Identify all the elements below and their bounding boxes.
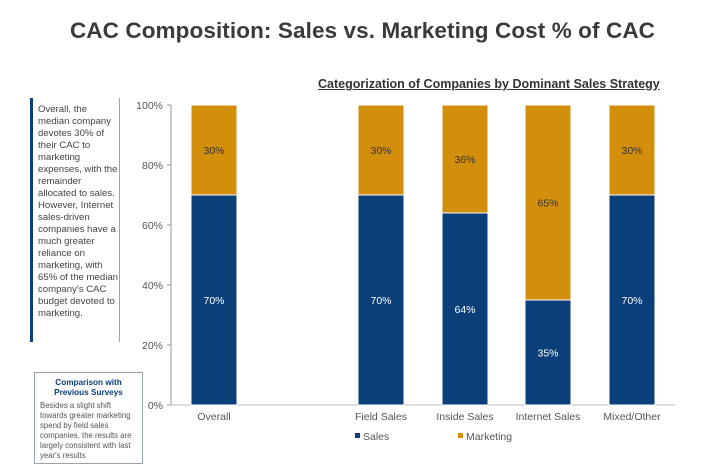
data-label: 35% [537,348,558,360]
legend-label-marketing: Marketing [466,431,512,443]
bar-marketing-overall [190,104,238,196]
y-tick-label: 80% [142,160,163,172]
data-label: 70% [621,295,642,307]
y-tick-label: 100% [136,100,163,112]
x-tick-label: Inside Sales [436,411,493,423]
bar-marketing-internet-sales [524,104,572,301]
legend-label-sales: Sales [363,431,389,443]
comparison-box: Comparison with Previous Surveys Besides… [34,372,143,464]
data-label: 70% [370,295,391,307]
comparison-text: Besides a slight shift towards greater m… [40,401,132,460]
data-label: 30% [370,145,391,157]
legend-swatch-marketing [458,433,463,438]
x-tick-label: Overall [197,411,230,423]
y-tick-label: 60% [142,220,163,232]
y-tick-label: 20% [142,340,163,352]
summary-note: Overall, the median company devotes 30% … [30,98,120,342]
x-tick-label: Field Sales [355,411,407,423]
page-title: CAC Composition: Sales vs. Marketing Cos… [69,18,656,43]
data-label: 64% [454,304,475,316]
chart-subtitle: Categorization of Companies by Dominant … [318,77,660,91]
comparison-title: Comparison with Previous Surveys [54,378,123,397]
y-tick-label: 0% [148,400,163,412]
data-label: 36% [454,154,475,166]
bar-sales-internet-sales [524,299,572,406]
note-accent-bar [30,98,33,342]
data-label: 70% [203,295,224,307]
bar-marketing-field-sales [357,104,405,196]
data-label: 65% [537,198,558,210]
data-label: 30% [203,145,224,157]
x-tick-label: Internet Sales [516,411,581,423]
bar-sales-field-sales [357,194,405,406]
bar-sales-inside-sales [441,212,489,406]
bar-sales-overall [190,194,238,406]
y-tick-label: 40% [142,280,163,292]
data-label: 30% [621,145,642,157]
bar-sales-mixed-other [608,194,656,406]
x-tick-label: Mixed/Other [603,411,661,423]
bar-marketing-mixed-other [608,104,656,196]
summary-note-text: Overall, the median company devotes 30% … [38,104,119,319]
legend-swatch-sales [355,433,360,438]
bar-marketing-inside-sales [441,104,489,214]
